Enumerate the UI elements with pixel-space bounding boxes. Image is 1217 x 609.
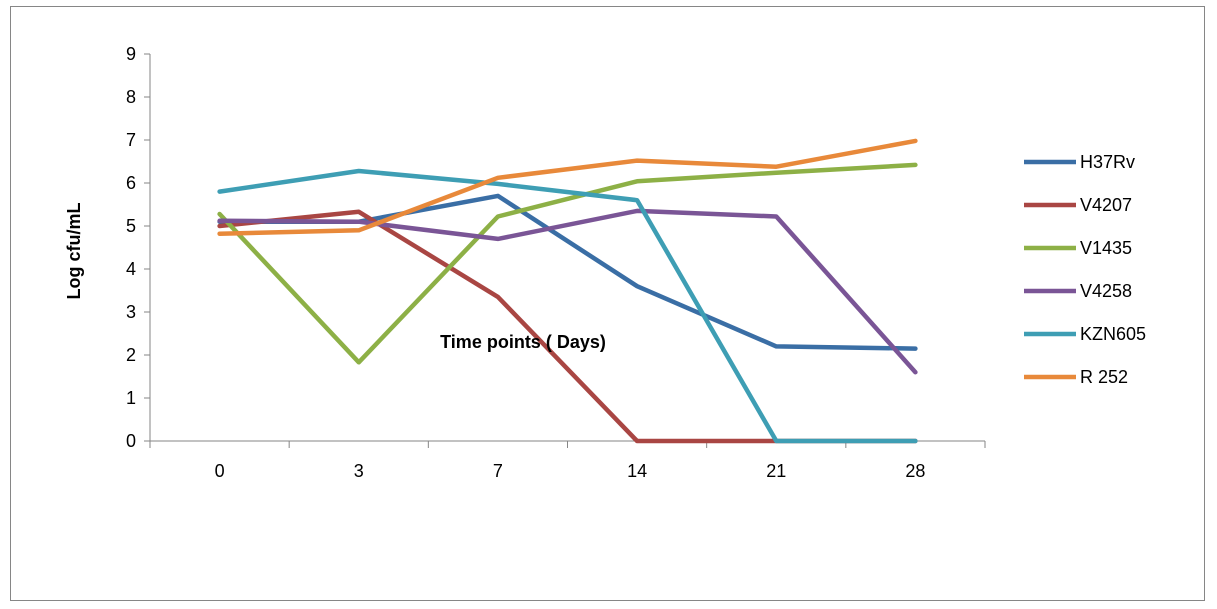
y-tick-label: 4 — [126, 259, 136, 279]
legend-label-v4207: V4207 — [1080, 195, 1132, 215]
x-axis-title: Time points ( Days) — [440, 332, 606, 352]
chart-frame — [10, 6, 1205, 601]
y-axis-title: Log cfu/mL — [64, 203, 84, 300]
x-tick-label: 21 — [766, 461, 786, 481]
y-tick-label: 7 — [126, 130, 136, 150]
x-tick-label: 28 — [905, 461, 925, 481]
series-line-v1435 — [217, 162, 918, 365]
x-tick-label: 14 — [627, 461, 647, 481]
series-line-r-252 — [217, 138, 918, 236]
y-tick-label: 1 — [126, 388, 136, 408]
series-line-kzn605 — [217, 168, 918, 444]
series-lines — [217, 138, 918, 444]
legend: H37Rv V4207 V1435 V4258 KZN605 R 252 — [1024, 152, 1146, 387]
x-tick-label: 0 — [215, 461, 225, 481]
y-tick-label: 5 — [126, 216, 136, 236]
y-tick-label: 6 — [126, 173, 136, 193]
legend-label-v4258: V4258 — [1080, 281, 1132, 301]
y-tick-label: 2 — [126, 345, 136, 365]
legend-label-h37rv: H37Rv — [1080, 152, 1135, 172]
axes: 0 1 2 3 4 5 6 7 8 9 0 3 7 14 21 28 — [126, 44, 986, 481]
legend-label-kzn605: KZN605 — [1080, 324, 1146, 344]
series-line-v4258 — [217, 208, 918, 375]
y-tick-label: 8 — [126, 87, 136, 107]
legend-label-v1435: V1435 — [1080, 238, 1132, 258]
x-tick-label: 7 — [493, 461, 503, 481]
legend-label-r-252: R 252 — [1080, 367, 1128, 387]
y-tick-label: 9 — [126, 44, 136, 64]
y-tick-label: 0 — [126, 431, 136, 451]
y-tick-label: 3 — [126, 302, 136, 322]
x-tick-label: 3 — [354, 461, 364, 481]
